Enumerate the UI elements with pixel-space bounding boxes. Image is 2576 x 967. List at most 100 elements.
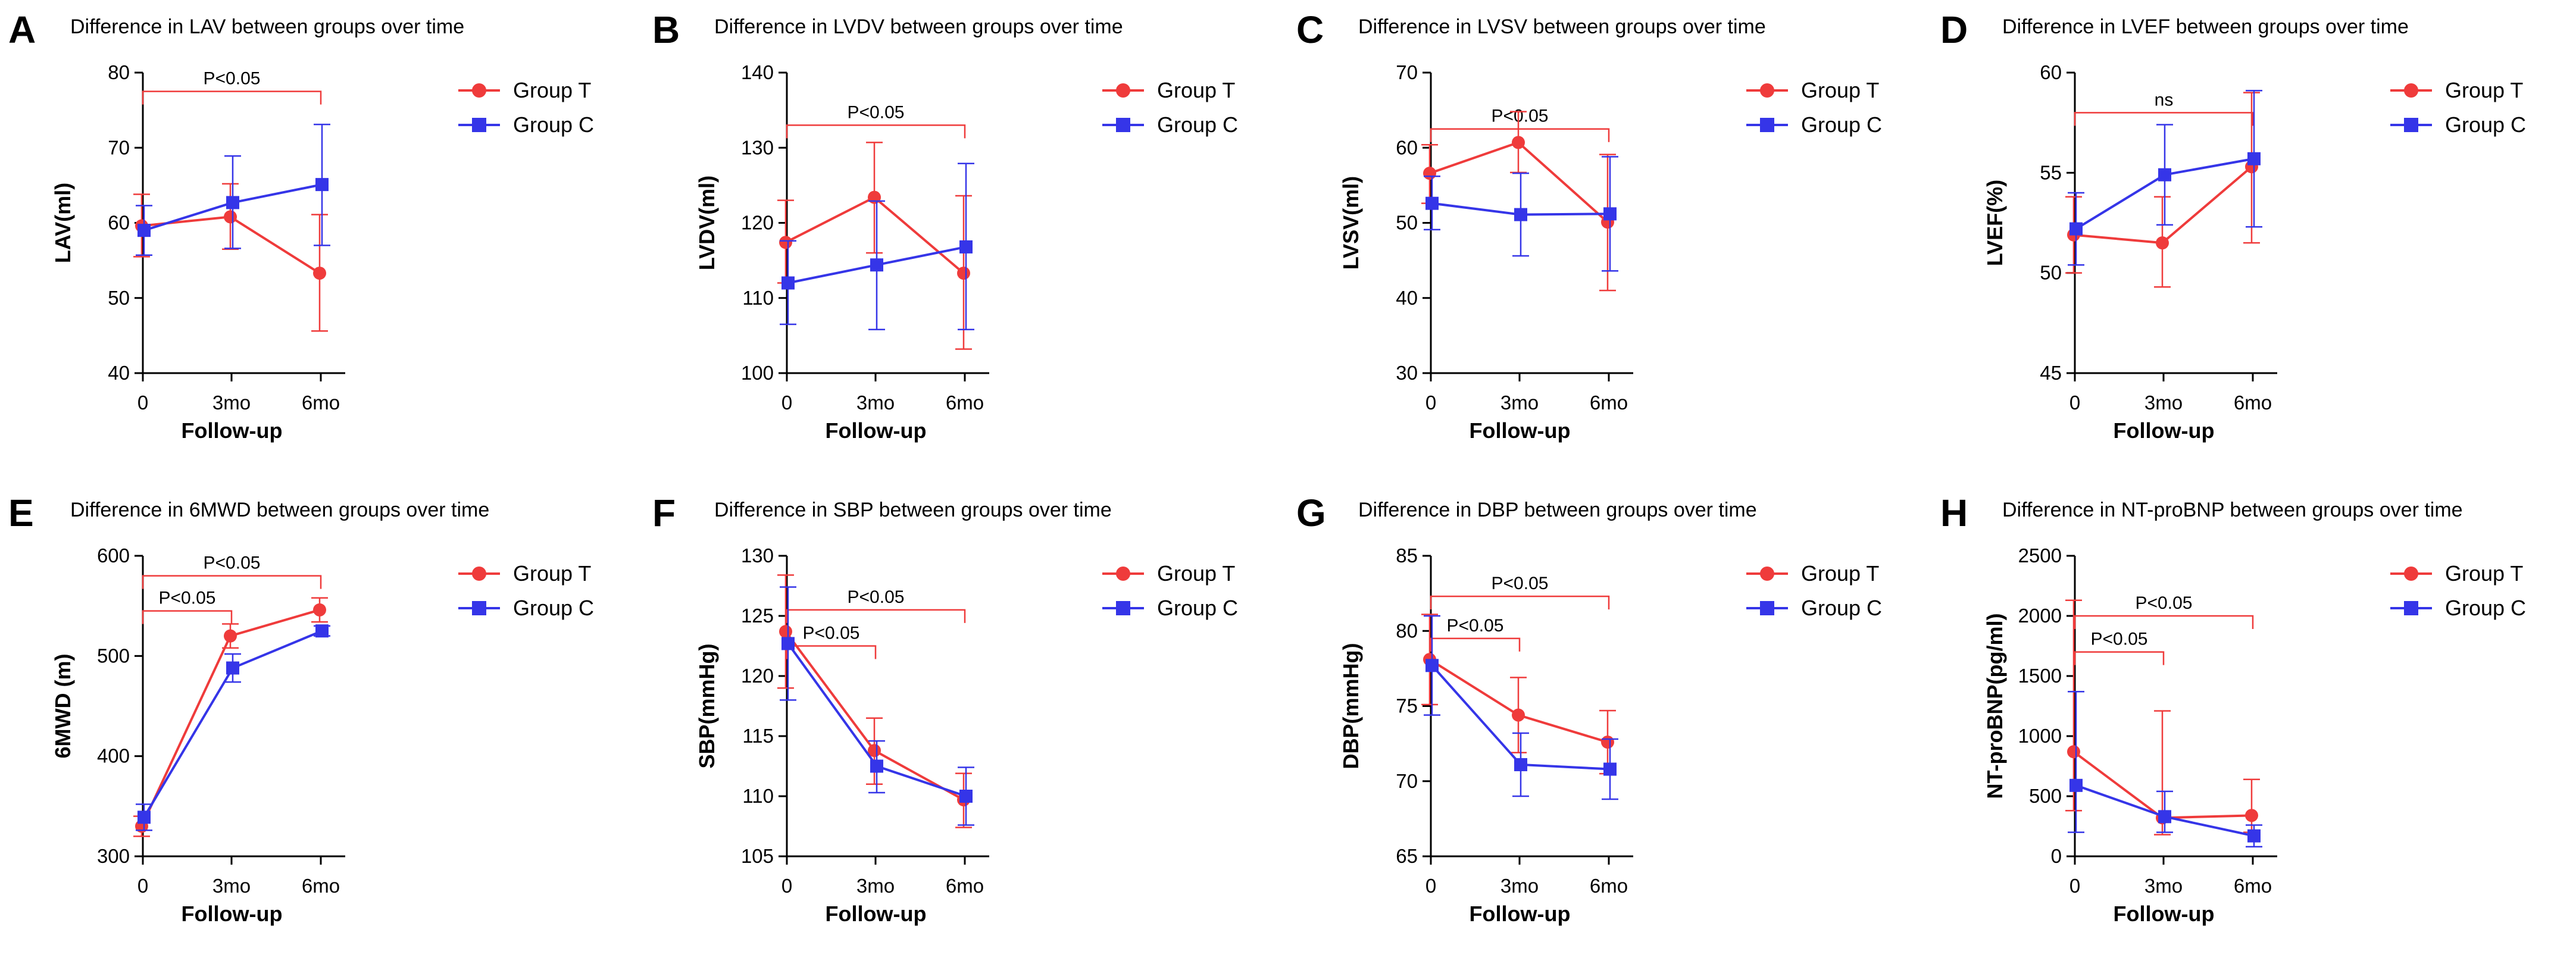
y-tick-label: 130 — [741, 544, 774, 567]
data-point — [137, 810, 151, 824]
x-tick-label: 6mo — [1590, 392, 1628, 414]
y-tick-label: 105 — [741, 845, 774, 867]
legend-marker — [1116, 118, 1130, 132]
panel-letter: C — [1296, 8, 1324, 51]
data-point — [1512, 136, 1525, 149]
significance-label: P<0.05 — [204, 69, 261, 89]
legend-marker — [1116, 83, 1130, 98]
significance-bracket — [786, 124, 966, 139]
y-tick-label: 500 — [97, 644, 130, 666]
y-axis-label: NT-proBNP(pg/ml) — [1983, 614, 2007, 799]
y-tick-label: 1500 — [2018, 665, 2062, 687]
data-point — [2069, 222, 2083, 236]
data-point — [1514, 758, 1527, 771]
significance-label: P<0.05 — [159, 589, 216, 608]
y-tick-label: 120 — [741, 665, 774, 687]
legend-label: Group C — [513, 596, 594, 620]
data-point — [868, 190, 881, 204]
data-point — [224, 210, 237, 224]
y-axis-label: LVEF(%) — [1983, 180, 2007, 266]
y-tick-label: 2000 — [2018, 605, 2062, 627]
y-axis-label: DBP(mmHg) — [1339, 643, 1363, 769]
significance-bracket — [1430, 637, 1521, 652]
legend-marker — [472, 83, 486, 98]
data-point — [2158, 810, 2171, 824]
panel-letter: E — [8, 492, 34, 534]
y-axis-label: LVDV(ml) — [695, 176, 719, 270]
chart-panel-f: F Difference in SBP between groups over t… — [652, 492, 1238, 926]
x-axis-label: Follow-up — [1470, 418, 1571, 443]
legend-label: Group T — [1801, 561, 1879, 586]
significance-bracket — [2074, 615, 2254, 629]
x-axis-label: Follow-up — [1470, 902, 1571, 926]
legend-label: Group T — [513, 561, 591, 586]
x-tick-label: 6mo — [946, 875, 984, 897]
chart-title: Difference in LVEF between groups over t… — [2002, 15, 2409, 38]
data-point — [1603, 207, 1617, 221]
x-tick-label: 0 — [1425, 392, 1436, 414]
legend-marker — [1116, 567, 1130, 581]
data-point — [1512, 708, 1525, 722]
panel-letter: G — [1296, 492, 1326, 534]
y-tick-label: 60 — [108, 212, 130, 234]
y-tick-label: 1000 — [2018, 725, 2062, 747]
significance-label: P<0.05 — [848, 587, 905, 607]
data-point — [313, 267, 326, 280]
panel-letter: B — [652, 8, 680, 51]
y-tick-label: 45 — [2040, 362, 2062, 384]
legend-label: Group C — [513, 112, 594, 137]
significance-label: P<0.05 — [803, 624, 860, 643]
data-point — [1425, 196, 1439, 210]
x-tick-label: 0 — [2069, 875, 2080, 897]
x-tick-label: 0 — [781, 392, 792, 414]
data-point — [870, 258, 883, 272]
data-point — [1514, 208, 1527, 221]
panel-letter: F — [652, 492, 676, 534]
y-tick-label: 125 — [741, 605, 774, 627]
legend-marker — [1760, 567, 1774, 581]
x-tick-label: 3mo — [856, 392, 895, 414]
legend-label: Group C — [2445, 596, 2526, 620]
y-tick-label: 50 — [2040, 262, 2062, 284]
legend-label: Group C — [1801, 596, 1882, 620]
data-point — [957, 267, 970, 280]
x-tick-label: 3mo — [2144, 392, 2183, 414]
data-point — [2156, 236, 2169, 250]
data-point — [1425, 659, 1439, 672]
x-tick-label: 0 — [137, 392, 148, 414]
y-tick-label: 2500 — [2018, 544, 2062, 567]
significance-label: ns — [2155, 90, 2174, 109]
y-tick-label: 60 — [2040, 61, 2062, 83]
legend-label: Group T — [513, 78, 591, 102]
data-point — [870, 759, 883, 773]
y-tick-label: 70 — [108, 136, 130, 158]
x-axis-label: Follow-up — [826, 418, 927, 443]
data-point — [781, 276, 795, 290]
y-tick-label: 75 — [1396, 695, 1418, 717]
y-tick-label: 40 — [1396, 287, 1418, 309]
x-tick-label: 6mo — [2234, 875, 2272, 897]
significance-label: P<0.05 — [848, 102, 905, 122]
y-tick-label: 65 — [1396, 845, 1418, 867]
x-tick-label: 3mo — [856, 875, 895, 897]
significance-label: P<0.05 — [2091, 630, 2148, 649]
y-tick-label: 300 — [97, 845, 130, 867]
legend-label: Group C — [2445, 112, 2526, 137]
data-point — [224, 629, 237, 643]
legend-label: Group C — [1157, 112, 1238, 137]
chart-title: Difference in 6MWD between groups over t… — [70, 499, 489, 521]
y-axis-label: LVSV(ml) — [1339, 176, 1363, 270]
legend-marker — [1760, 601, 1774, 615]
significance-bracket — [1430, 595, 1610, 610]
data-point — [1423, 167, 1436, 180]
y-tick-label: 0 — [2051, 845, 2062, 867]
data-point — [2158, 168, 2171, 181]
y-tick-label: 70 — [1396, 61, 1418, 83]
legend-marker — [2404, 118, 2418, 132]
y-tick-label: 400 — [97, 745, 130, 767]
chart-panel-e: E Difference in 6MWD between groups over … — [8, 492, 594, 926]
significance-label: P<0.05 — [1492, 574, 1549, 593]
chart-title: Difference in LVSV between groups over t… — [1358, 15, 1766, 38]
data-point — [226, 661, 239, 675]
y-tick-label: 600 — [97, 544, 130, 567]
